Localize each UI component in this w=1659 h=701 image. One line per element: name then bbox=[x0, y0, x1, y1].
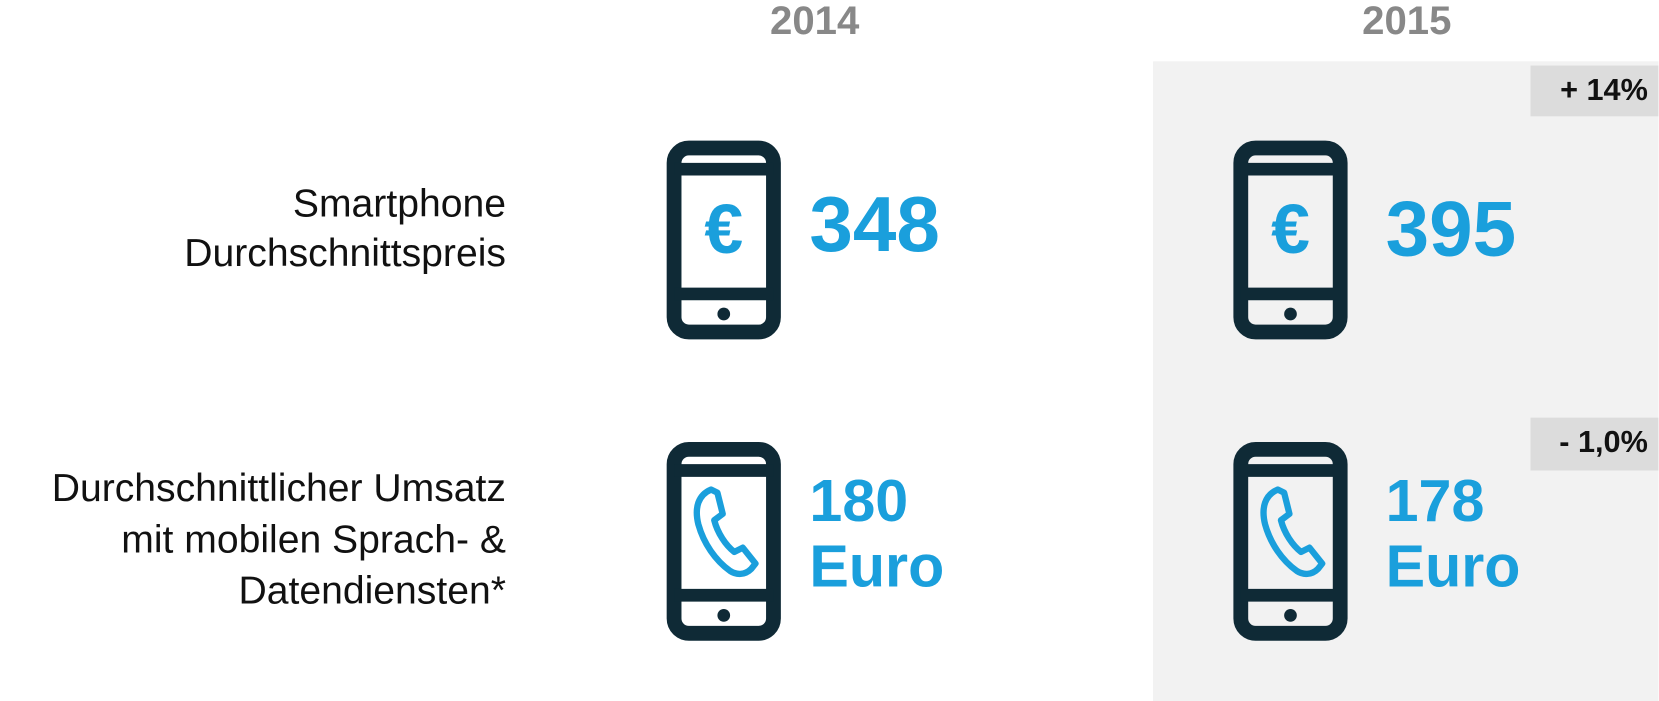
euro-symbol: € bbox=[1271, 190, 1310, 268]
value: 178 bbox=[1386, 467, 1485, 534]
value: 348 bbox=[809, 180, 940, 268]
unit: Euro bbox=[1386, 533, 1521, 600]
unit: Euro bbox=[809, 533, 944, 600]
change-badge bbox=[1530, 65, 1659, 117]
handset-icon bbox=[697, 490, 756, 574]
change-text: - 1,0% bbox=[1559, 425, 1648, 459]
change-text: + 14% bbox=[1560, 73, 1648, 107]
row-label: Durchschnittspreis bbox=[184, 232, 506, 275]
row-label: Durchschnittlicher Umsatz bbox=[52, 467, 506, 510]
change-badge bbox=[1530, 417, 1659, 471]
column-header: 2014 bbox=[770, 0, 860, 43]
value: 180 bbox=[809, 467, 908, 534]
value: 395 bbox=[1386, 184, 1517, 272]
euro-symbol: € bbox=[704, 190, 743, 268]
row-label: Datendiensten* bbox=[239, 569, 506, 612]
highlight-panel bbox=[1153, 61, 1659, 701]
row-label: Smartphone bbox=[293, 183, 506, 226]
row-label: mit mobilen Sprach- & bbox=[121, 519, 506, 562]
column-header: 2015 bbox=[1362, 0, 1451, 43]
